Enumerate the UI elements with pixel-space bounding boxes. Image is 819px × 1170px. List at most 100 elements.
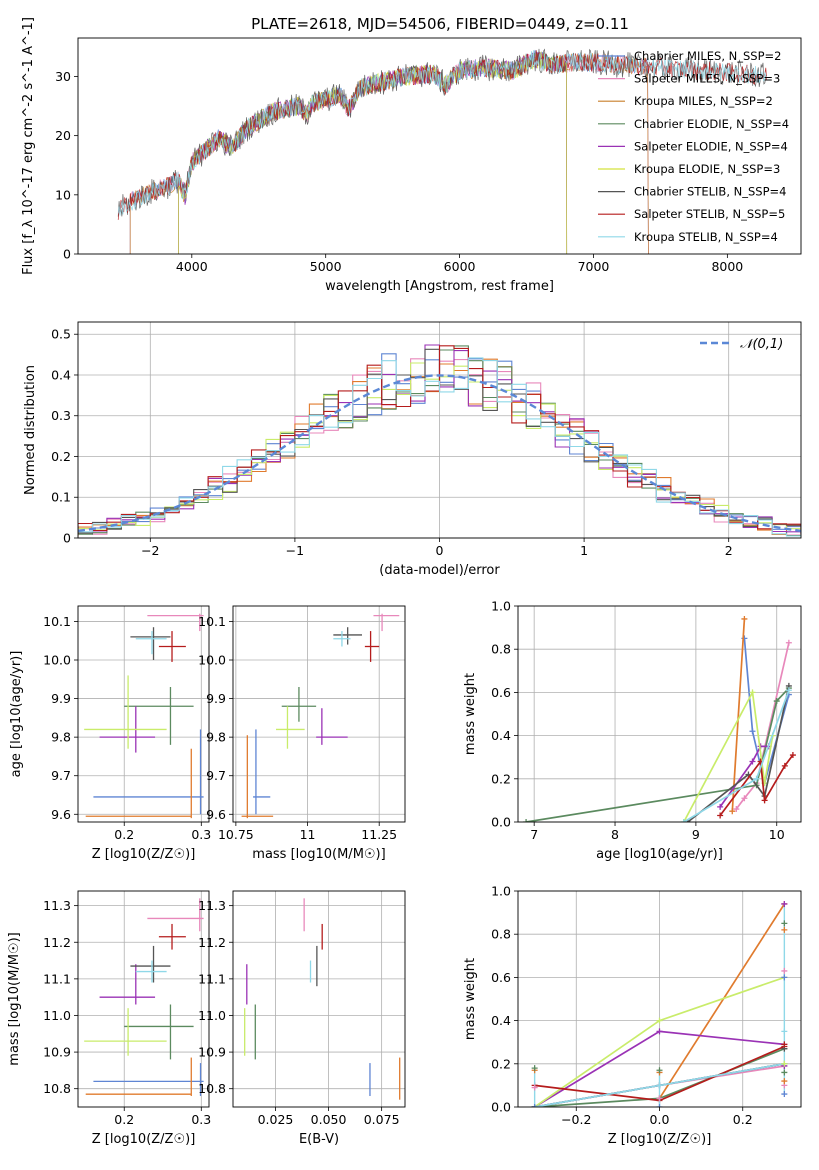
spectrum-x-label: wavelength [Angstrom, rest frame] <box>325 279 554 294</box>
weight-marker <box>741 615 748 622</box>
y-tick-label: 0.5 <box>51 327 71 342</box>
weight-marker <box>656 1028 663 1035</box>
x-tick-label: 9 <box>692 827 700 842</box>
weight_vs_Z-x-label: Z [log10(Z/Z☉)] <box>608 1132 712 1147</box>
weight_vs_age-lines <box>523 615 796 822</box>
y-tick-label: 9.7 <box>51 768 71 783</box>
weight-series-line <box>658 903 786 1099</box>
weight-marker <box>656 1017 663 1024</box>
y-tick-label: 0.4 <box>491 728 511 743</box>
legend-label: Chabrier ELODIE, N_SSP=4 <box>634 117 789 131</box>
age_vs_Z-axes: 0.2 0.3 9.6 9.7 9.8 9.9 10.0 10.1 <box>43 606 211 842</box>
weight-marker <box>741 795 748 802</box>
weight-marker <box>749 689 756 696</box>
spectrum-axes: 4000 5000 6000 7000 8000 0 10 20 30 <box>55 69 743 274</box>
residual-histogram <box>78 344 801 533</box>
y-tick-label: 10.1 <box>43 614 71 629</box>
y-tick-label: 10.8 <box>198 1081 226 1096</box>
x-tick-label: 1 <box>580 543 588 558</box>
weight-column-marker <box>781 920 788 927</box>
weight-series-line <box>687 685 790 822</box>
mass_vs_EBV-frame <box>232 890 406 1108</box>
y-tick-label: 11.0 <box>198 1008 226 1023</box>
y-tick-label: 11.0 <box>43 1008 71 1023</box>
weight-marker <box>761 797 768 804</box>
legend-label: Chabrier MILES, N_SSP=2 <box>634 49 781 63</box>
legend-label: Kroupa STELIB, N_SSP=4 <box>634 230 778 244</box>
mass_vs_Z-axes: 0.2 0.3 10.8 10.9 11.0 11.1 11.2 11.3 <box>43 891 211 1127</box>
x-tick-label: 11.25 <box>361 827 397 842</box>
age_vs_Z-points <box>84 613 204 819</box>
figure-title: PLATE=2618, MJD=54506, FIBERID=0449, z=0… <box>251 15 629 33</box>
weight-column-marker <box>781 974 788 981</box>
x-tick-label: 0.0 <box>650 1112 670 1127</box>
x-tick-label: 4000 <box>176 259 208 274</box>
age_vs_mass-frame <box>232 605 406 823</box>
mass_vs_Z-y-label: mass [log10(M/M☉)] <box>7 932 22 1065</box>
x-tick-label: 0.2 <box>114 1112 134 1127</box>
weight-marker <box>680 819 687 822</box>
y-tick-label: 11.1 <box>43 971 71 986</box>
legend-label: Salpeter ELODIE, N_SSP=4 <box>634 139 788 153</box>
weight_vs_Z-axes: −0.2 0.0 0.2 0.0 0.2 0.4 0.6 0.8 1.0 <box>491 884 801 1127</box>
weight_vs_age-axes: 7 8 9 10 0.0 0.2 0.4 0.6 0.8 1.0 <box>491 599 801 842</box>
weight-column-marker <box>531 1065 538 1072</box>
x-tick-label: 0.050 <box>311 1112 347 1127</box>
age_vs_Z-y-label: age [log10(age/yr)] <box>9 651 24 778</box>
x-tick-label: 0.3 <box>191 827 211 842</box>
spectrum-lines <box>117 48 768 254</box>
weight-marker <box>717 812 724 819</box>
y-tick-label: 9.7 <box>206 768 226 783</box>
y-tick-label: 0.0 <box>491 1100 511 1115</box>
weight-column-marker <box>781 1028 788 1035</box>
y-tick-label: 10.8 <box>43 1081 71 1096</box>
weight-column-marker <box>656 1104 663 1107</box>
weight-marker <box>749 728 756 735</box>
weight-marker <box>773 698 780 705</box>
weight-marker <box>523 819 530 822</box>
x-tick-label: 11 <box>300 827 316 842</box>
x-tick-label: 6000 <box>444 259 476 274</box>
mass_vs_Z-x-label: Z [log10(Z/Z☉)] <box>92 1132 196 1147</box>
y-tick-label: 0.6 <box>491 970 511 985</box>
age_vs_mass-points <box>241 613 400 819</box>
y-tick-label: 10.1 <box>198 614 226 629</box>
y-tick-label: 0 <box>63 531 71 546</box>
y-tick-label: 0.6 <box>491 685 511 700</box>
y-tick-label: 10.9 <box>198 1045 226 1060</box>
y-tick-label: 0.2 <box>491 771 511 786</box>
weight-marker <box>749 758 756 765</box>
y-tick-label: 11.3 <box>43 898 71 913</box>
y-tick-label: 9.8 <box>206 730 226 745</box>
weight-marker <box>785 687 792 694</box>
weight-marker <box>729 808 736 815</box>
x-tick-label: −0.2 <box>561 1112 591 1127</box>
residuals-y-label: Normed distribution <box>23 365 38 495</box>
y-tick-label: 11.3 <box>198 898 226 913</box>
normal-reference-curve <box>78 374 801 533</box>
weight-column-marker <box>781 1078 788 1085</box>
x-tick-label: 7000 <box>578 259 610 274</box>
weight-marker <box>789 752 796 759</box>
weight_vs_age-y-label: mass weight <box>463 673 478 755</box>
residual-legend-label: 𝒩(0,1) <box>740 337 783 352</box>
residuals-axes: −2 −1 0 1 2 0 0.1 0.2 0.3 0.4 0.5 <box>51 322 801 558</box>
y-tick-label: 0.4 <box>51 367 71 382</box>
y-tick-label: 0.8 <box>491 642 511 657</box>
weight-column-marker <box>781 900 788 907</box>
y-tick-label: 9.9 <box>51 691 71 706</box>
weight-column-marker <box>781 926 788 933</box>
spectrum-series-line <box>117 48 767 217</box>
y-tick-label: 10 <box>55 187 71 202</box>
x-tick-label: 0.2 <box>114 827 134 842</box>
weight-marker <box>733 806 740 813</box>
weight-series-line <box>683 689 774 822</box>
weight-column-marker <box>781 1041 788 1048</box>
x-tick-label: 2 <box>725 543 733 558</box>
weight-column-marker <box>531 1084 538 1091</box>
y-tick-label: 11.2 <box>43 935 71 950</box>
x-tick-label: 10 <box>769 827 785 842</box>
weight_vs_age-frame <box>517 605 802 823</box>
y-tick-label: 20 <box>55 128 71 143</box>
y-tick-label: 30 <box>55 69 71 84</box>
